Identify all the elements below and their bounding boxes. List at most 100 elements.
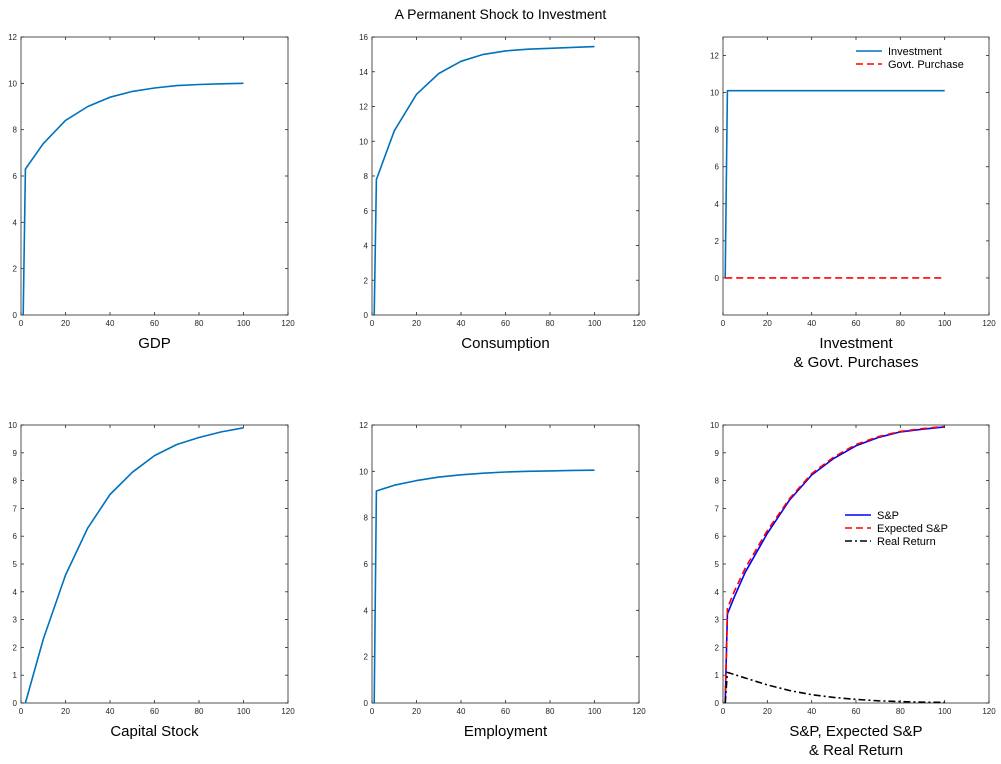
x-tick-label: 100 bbox=[938, 319, 952, 328]
y-tick-label: 6 bbox=[364, 207, 369, 216]
x-tick-label: 60 bbox=[852, 319, 861, 328]
legend-entry: Expected S&P bbox=[877, 523, 948, 535]
chart-panel-4: 0 20 40 60 80 100 120 0 1 2 3 4 5 6 7 8 9 10 Capital Stock bbox=[8, 421, 295, 740]
x-tick-label: 40 bbox=[807, 707, 816, 716]
y-tick-label: 2 bbox=[13, 265, 18, 274]
y-tick-label: 8 bbox=[13, 126, 18, 135]
y-tick-label: 8 bbox=[364, 514, 369, 523]
x-tick-label: 120 bbox=[281, 707, 295, 716]
x-tick-label: 100 bbox=[588, 319, 602, 328]
y-tick-label: 6 bbox=[13, 532, 18, 541]
figure-title: A Permanent Shock to Investment bbox=[394, 6, 607, 22]
x-tick-label: 60 bbox=[501, 707, 510, 716]
x-tick-label: 80 bbox=[546, 319, 555, 328]
y-tick-label: 2 bbox=[13, 643, 18, 652]
axes-box bbox=[371, 36, 640, 316]
x-tick-label: 0 bbox=[19, 707, 24, 716]
x-tick-label: 20 bbox=[61, 319, 70, 328]
y-tick-label: 6 bbox=[364, 560, 369, 569]
y-tick-label: 5 bbox=[715, 560, 720, 569]
x-tick-label: 20 bbox=[763, 707, 772, 716]
y-tick-label: 8 bbox=[364, 172, 369, 181]
y-tick-label: 4 bbox=[13, 218, 18, 227]
x-tick-label: 80 bbox=[546, 707, 555, 716]
x-tick-label: 100 bbox=[938, 707, 952, 716]
y-tick-label: 2 bbox=[715, 237, 720, 246]
x-axis-label: S&P, Expected S&P bbox=[789, 723, 922, 740]
y-tick-label: 0 bbox=[715, 699, 720, 708]
y-tick-label: 6 bbox=[715, 532, 720, 541]
legend-entry: Govt. Purchase bbox=[888, 59, 964, 71]
x-axis-label: & Govt. Purchases bbox=[793, 354, 918, 371]
axes-box bbox=[371, 424, 640, 704]
x-tick-label: 80 bbox=[195, 707, 204, 716]
x-tick-label: 40 bbox=[106, 707, 115, 716]
y-tick-label: 0 bbox=[13, 311, 18, 320]
y-tick-label: 3 bbox=[715, 616, 720, 625]
y-tick-label: 10 bbox=[710, 421, 719, 430]
x-tick-label: 120 bbox=[632, 707, 646, 716]
x-tick-label: 60 bbox=[150, 319, 159, 328]
x-tick-label: 20 bbox=[61, 707, 70, 716]
chart-panel-1: 0 20 40 60 80 100 120 0 2 4 6 8 10 12 GDP bbox=[8, 33, 295, 352]
x-tick-label: 80 bbox=[195, 319, 204, 328]
x-axis-label: Capital Stock bbox=[110, 723, 199, 740]
series-line-1 bbox=[373, 469, 595, 704]
x-tick-label: 100 bbox=[237, 707, 251, 716]
x-tick-label: 100 bbox=[237, 319, 251, 328]
series-line-1 bbox=[373, 45, 595, 316]
y-tick-label: 2 bbox=[364, 276, 369, 285]
y-tick-label: 0 bbox=[364, 699, 369, 708]
axes-box bbox=[722, 36, 990, 316]
legend-entry: Real Return bbox=[877, 536, 936, 548]
y-tick-label: 10 bbox=[8, 421, 17, 430]
y-tick-label: 10 bbox=[359, 137, 368, 146]
y-tick-label: 8 bbox=[13, 477, 18, 486]
x-tick-label: 20 bbox=[412, 319, 421, 328]
axes-box bbox=[722, 424, 990, 704]
series-line-1 bbox=[24, 427, 244, 704]
y-tick-label: 12 bbox=[359, 421, 368, 430]
y-tick-label: 12 bbox=[359, 103, 368, 112]
y-tick-label: 2 bbox=[715, 643, 720, 652]
y-tick-label: 6 bbox=[13, 172, 18, 181]
x-tick-label: 80 bbox=[896, 319, 905, 328]
y-tick-label: 12 bbox=[8, 33, 17, 42]
x-tick-label: 0 bbox=[721, 707, 726, 716]
x-tick-label: 120 bbox=[632, 319, 646, 328]
series-line-investment bbox=[724, 89, 945, 278]
y-tick-label: 9 bbox=[715, 449, 720, 458]
y-tick-label: 2 bbox=[364, 653, 369, 662]
y-tick-label: 4 bbox=[715, 588, 720, 597]
y-tick-label: 1 bbox=[13, 671, 18, 680]
y-tick-label: 3 bbox=[13, 616, 18, 625]
axes-box bbox=[20, 36, 289, 316]
y-tick-label: 4 bbox=[715, 200, 720, 209]
x-axis-label: Consumption bbox=[461, 335, 549, 352]
y-tick-label: 0 bbox=[13, 699, 18, 708]
y-tick-label: 0 bbox=[715, 274, 720, 283]
y-tick-label: 10 bbox=[8, 79, 17, 88]
x-tick-label: 120 bbox=[982, 707, 996, 716]
y-tick-label: 10 bbox=[710, 89, 719, 98]
series-line-1 bbox=[22, 82, 244, 316]
y-tick-label: 12 bbox=[710, 52, 719, 61]
chart-panel-2: 0 20 40 60 80 100 120 0 2 4 6 8 10 12 14 16 Consumption bbox=[359, 33, 646, 352]
y-tick-label: 6 bbox=[715, 163, 720, 172]
legend-entry: Investment bbox=[888, 46, 942, 58]
chart-panel-5: 0 20 40 60 80 100 120 0 2 4 6 8 10 12 Employment bbox=[359, 421, 646, 740]
y-tick-label: 0 bbox=[364, 311, 369, 320]
x-tick-label: 0 bbox=[370, 707, 375, 716]
x-tick-label: 0 bbox=[721, 319, 726, 328]
y-tick-label: 4 bbox=[364, 242, 369, 251]
legend-entry: S&P bbox=[877, 510, 899, 522]
y-tick-label: 14 bbox=[359, 68, 368, 77]
axes-box bbox=[20, 424, 289, 704]
x-tick-label: 80 bbox=[896, 707, 905, 716]
x-tick-label: 40 bbox=[457, 319, 466, 328]
